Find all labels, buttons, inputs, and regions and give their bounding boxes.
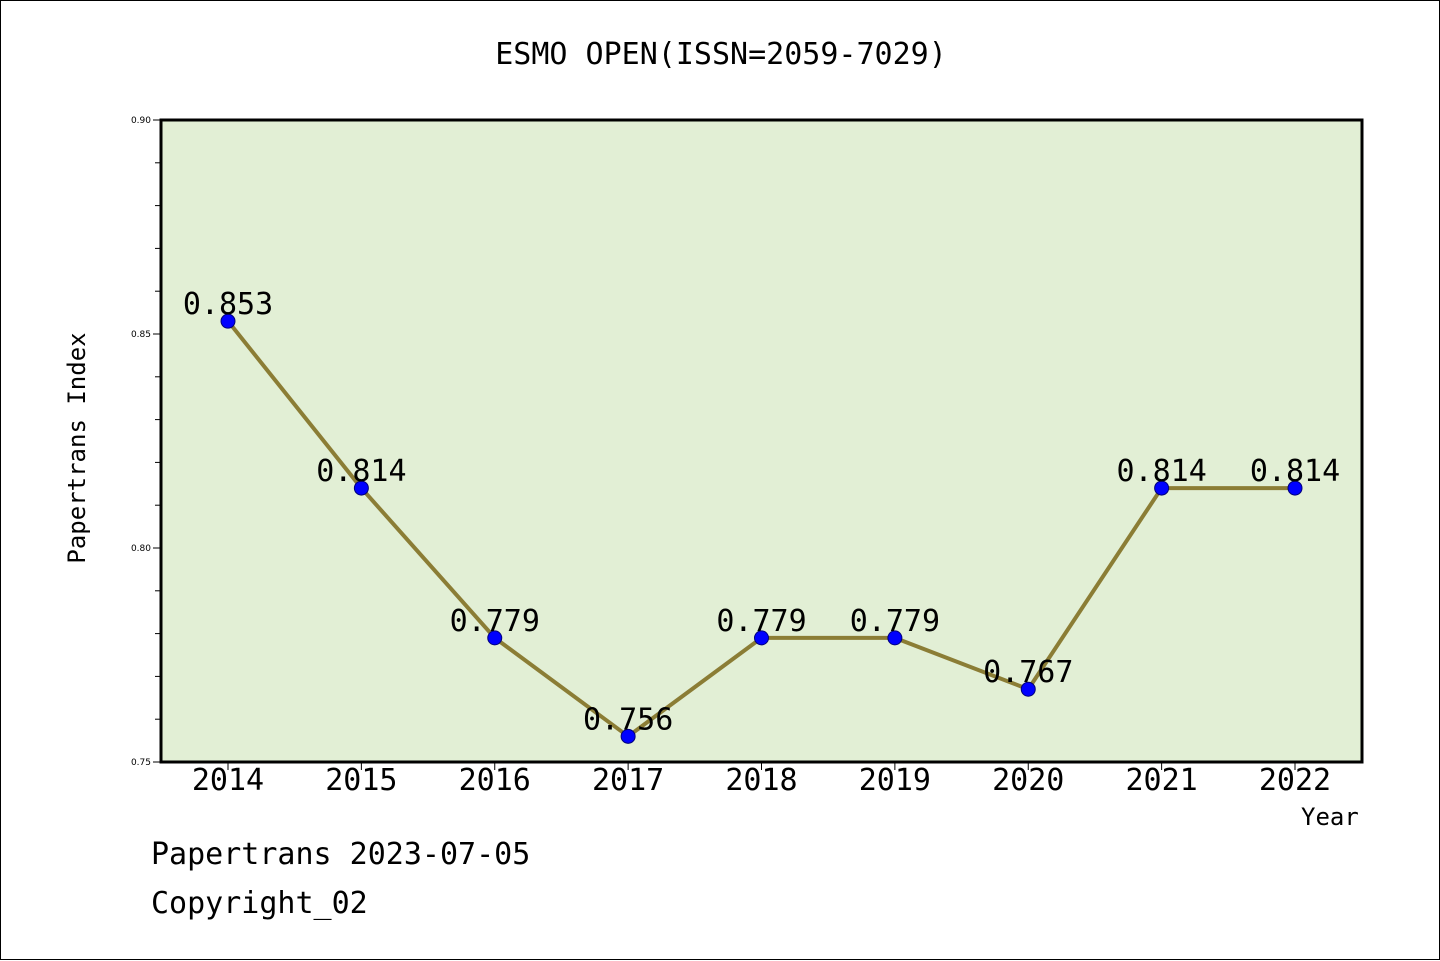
footer-date: Papertrans 2023-07-05 <box>151 837 531 872</box>
x-tick-label: 2015 <box>325 763 397 798</box>
data-label: 0.814 <box>316 454 406 489</box>
data-point <box>1154 480 1170 496</box>
x-tick-label: 2022 <box>1259 763 1331 798</box>
data-label: 0.779 <box>716 604 806 639</box>
footer-copyright: Copyright_02 <box>151 886 368 921</box>
y-tick-label: 0.80 <box>131 544 151 554</box>
data-point <box>353 480 369 496</box>
data-point <box>487 630 503 646</box>
x-tick-label: 2016 <box>459 763 531 798</box>
data-point <box>887 630 903 646</box>
x-tick-label: 2021 <box>1126 763 1198 798</box>
data-point <box>620 728 636 744</box>
plot-area <box>161 120 1362 762</box>
data-label: 0.767 <box>983 655 1073 690</box>
data-label: 0.779 <box>850 604 940 639</box>
chart-title: ESMO OPEN(ISSN=2059-7029) <box>495 37 947 72</box>
data-point <box>754 630 769 646</box>
x-tick-label: 2019 <box>859 763 931 798</box>
data-label: 0.814 <box>1116 454 1206 489</box>
data-point <box>1020 681 1036 697</box>
data-point <box>1287 480 1303 496</box>
y-tick-label: 0.85 <box>131 330 151 340</box>
plot-border <box>159 118 1364 764</box>
x-tick-label: 2018 <box>725 763 797 798</box>
data-label: 0.814 <box>1250 454 1340 489</box>
x-tick-label: 2017 <box>592 763 664 798</box>
data-label: 0.756 <box>583 702 673 737</box>
data-point <box>220 313 236 329</box>
data-label: 0.853 <box>183 287 273 322</box>
y-tick-label: 0.90 <box>131 116 151 126</box>
data-label: 0.779 <box>450 604 540 639</box>
x-tick-label: 2020 <box>992 763 1064 798</box>
x-axis-label: Year <box>1301 803 1359 831</box>
y-tick-label: 0.75 <box>131 758 151 768</box>
x-tick-label: 2014 <box>192 763 264 798</box>
